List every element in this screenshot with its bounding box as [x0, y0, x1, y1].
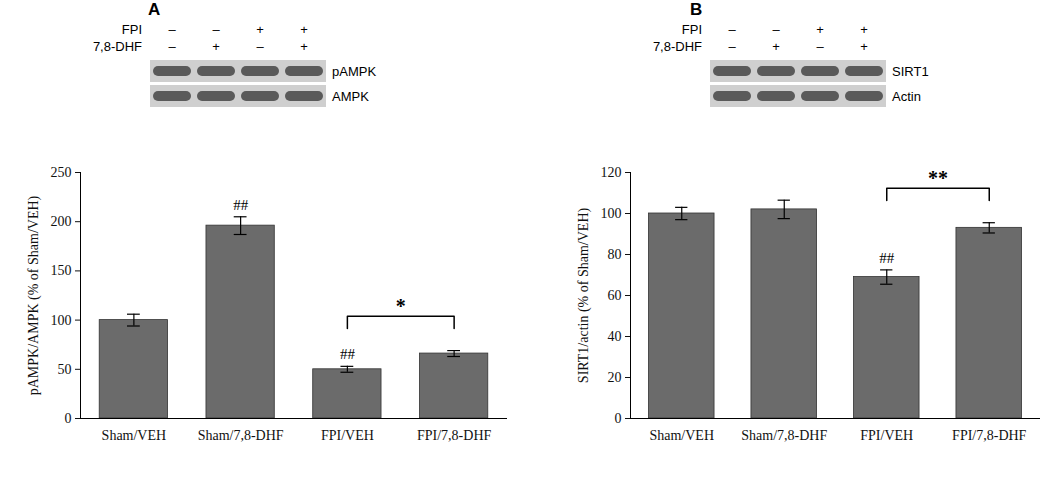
svg-text:–: –: [256, 39, 264, 54]
html-text:A: A: [148, 0, 161, 19]
svg-text:150: 150: [51, 263, 72, 278]
svg-text:100: 100: [51, 313, 72, 328]
svg-text:FPI: FPI: [122, 22, 142, 37]
svg-text:pAMPK: pAMPK: [332, 64, 376, 79]
svg-text:7,8-DHF: 7,8-DHF: [653, 39, 702, 54]
svg-text:*: *: [396, 295, 406, 317]
html-text:B: B: [690, 0, 703, 19]
svg-text:60: 60: [608, 288, 622, 303]
svg-text:FPI/VEH: FPI/VEH: [860, 428, 913, 443]
svg-text:##: ##: [233, 197, 249, 213]
svg-text:AMPK: AMPK: [332, 89, 369, 104]
svg-text:Actin: Actin: [892, 89, 921, 104]
svg-text:FPI/7,8-DHF: FPI/7,8-DHF: [952, 428, 1027, 443]
svg-text:200: 200: [51, 214, 72, 229]
svg-text:–: –: [168, 39, 176, 54]
svg-text:**: **: [928, 167, 948, 189]
svg-text:100: 100: [601, 206, 622, 221]
svg-text:pAMPK/AMPK (% of Sham/VEH): pAMPK/AMPK (% of Sham/VEH): [26, 195, 42, 395]
svg-text:FPI/7,8-DHF: FPI/7,8-DHF: [417, 428, 492, 443]
svg-text:0: 0: [615, 411, 622, 426]
svg-text:+: +: [860, 22, 868, 37]
svg-text:+: +: [772, 39, 780, 54]
svg-text:FPI/VEH: FPI/VEH: [321, 428, 374, 443]
svg-text:–: –: [728, 39, 736, 54]
svg-text:40: 40: [608, 329, 622, 344]
svg-text:Sham/7,8-DHF: Sham/7,8-DHF: [741, 428, 827, 443]
svg-text:20: 20: [608, 370, 622, 385]
svg-text:+: +: [860, 39, 868, 54]
svg-text:Sham/VEH: Sham/VEH: [102, 428, 167, 443]
svg-text:FPI: FPI: [682, 22, 702, 37]
svg-text:7,8-DHF: 7,8-DHF: [93, 39, 142, 54]
svg-text:Sham/7,8-DHF: Sham/7,8-DHF: [198, 428, 284, 443]
svg-text:–: –: [772, 22, 780, 37]
svg-text:50: 50: [58, 362, 72, 377]
svg-text:–: –: [212, 22, 220, 37]
svg-text:250: 250: [51, 165, 72, 180]
svg-text:–: –: [816, 39, 824, 54]
svg-text:+: +: [816, 22, 824, 37]
svg-text:+: +: [300, 39, 308, 54]
svg-text:+: +: [256, 22, 264, 37]
svg-text:SIRT1: SIRT1: [892, 64, 929, 79]
svg-text:0: 0: [65, 411, 72, 426]
svg-text:##: ##: [879, 250, 895, 266]
svg-text:–: –: [728, 22, 736, 37]
svg-text:SIRT1/actin (% of Sham/VEH): SIRT1/actin (% of Sham/VEH): [576, 208, 592, 384]
svg-text:+: +: [300, 22, 308, 37]
svg-text:+: +: [212, 39, 220, 54]
svg-text:–: –: [168, 22, 176, 37]
svg-text:Sham/VEH: Sham/VEH: [649, 428, 714, 443]
svg-text:120: 120: [601, 165, 622, 180]
svg-text:##: ##: [340, 346, 356, 362]
svg-text:80: 80: [608, 247, 622, 262]
